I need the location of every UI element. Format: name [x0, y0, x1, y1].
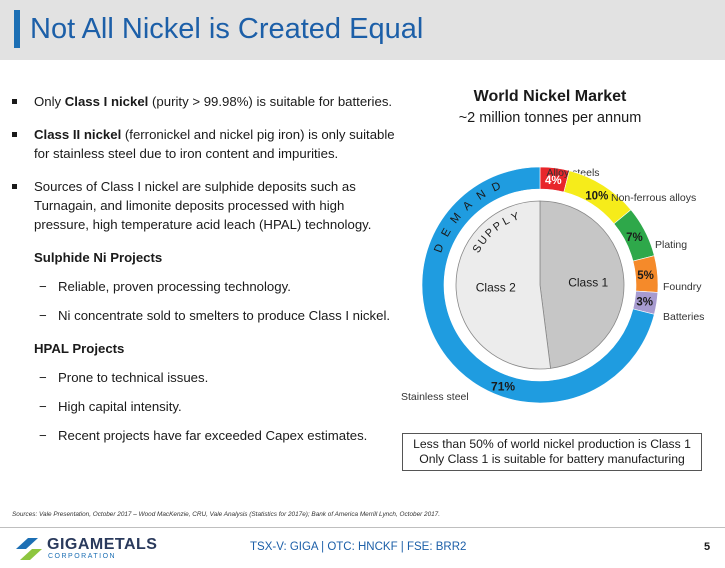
header-bar: Not All Nickel is Created Equal [0, 0, 725, 60]
page-number: 5 [704, 541, 711, 553]
bullet-bold: Class II nickel [34, 127, 122, 142]
supply-slice [539, 200, 625, 369]
bullet-text: Only [34, 94, 65, 109]
demand-data-label: 5% [637, 270, 654, 282]
callout-line: Only Class 1 is suitable for battery man… [419, 452, 685, 466]
chart-subtitle: ~2 million tonnes per annum [458, 110, 642, 126]
bullet-text: Sources of Class I nickel are sulphide d… [34, 179, 372, 232]
list-item: − Ni concentrate sold to smelters to prod… [39, 308, 391, 323]
demand-data-label: 71% [491, 379, 515, 393]
demand-data-label: 10% [585, 191, 608, 203]
demand-data-label: 7% [626, 232, 643, 244]
logo-text: GIGAMETALS [47, 536, 158, 553]
footer-divider [0, 527, 725, 528]
hpal-heading: HPAL Projects [34, 341, 125, 356]
bullet-bold: Class I nickel [64, 94, 149, 109]
bullet-square-icon [12, 184, 17, 189]
dash-icon: − [39, 428, 47, 443]
bullet-text: (ferronickel and nickel pig iron) is onl… [34, 127, 395, 161]
demand-data-label: 4% [545, 175, 562, 187]
demand-category-label: Plating [655, 239, 687, 251]
supply-pie-letter: Y [510, 210, 522, 224]
sources-note: Sources: Vale Presentation, October 2017… [12, 511, 441, 518]
list-item: − Prone to technical issues. [39, 370, 209, 385]
header-accent [14, 10, 20, 48]
ticker-symbols: TSX-V: GIGA | OTC: HNCKF | FSE: BRR2 [250, 541, 467, 553]
dash-icon: − [39, 399, 47, 414]
sulphide-heading: Sulphide Ni Projects [34, 250, 163, 265]
demand-category-label: Batteries [663, 311, 704, 323]
list-item: − Reliable, proven processing technology. [39, 279, 291, 294]
bullet-square-icon [12, 132, 17, 137]
demand-category-label: Stainless steel [401, 391, 469, 403]
supply-slice [455, 200, 551, 370]
bullet-square-icon [12, 99, 17, 104]
bullet-text: (purity > 99.98%) is suitable for batter… [148, 94, 393, 109]
bullet-item: Class II nickel (ferronickel and nickel … [12, 125, 402, 163]
chart-title-block: World Nickel Market ~2 million tonnes pe… [415, 88, 685, 126]
logo-subtext: CORPORATION [48, 553, 117, 560]
demand-category-label: Foundry [663, 281, 702, 293]
demand-ring-letter: D [432, 242, 446, 254]
demand-category-label: Non-ferrous alloys [611, 192, 696, 204]
demand-data-label: 3% [636, 297, 653, 309]
chart-title: World Nickel Market [473, 88, 627, 105]
list-item: − Recent projects have far exceeded Capex… [39, 428, 368, 443]
supply-class-label: Class 2 [476, 281, 516, 295]
callout-line: Less than 50% of world nickel production… [413, 437, 691, 451]
company-logo: GIGAMETALS CORPORATION [14, 534, 164, 564]
list-item: − High capital intensity. [39, 399, 182, 414]
dash-icon: − [39, 370, 47, 385]
dash-icon: − [39, 279, 47, 294]
bullet-item: Only Class I nickel (purity > 99.98%) is… [12, 92, 402, 111]
dash-icon: − [39, 308, 47, 323]
bullet-list: Only Class I nickel (purity > 99.98%) is… [12, 92, 402, 455]
bullet-item: Sources of Class I nickel are sulphide d… [12, 177, 402, 234]
supply-class-label: Class 1 [568, 275, 608, 289]
supply-pie-letter: L [501, 215, 512, 228]
callout-box: Less than 50% of world nickel production… [402, 433, 702, 471]
logo-mark-icon [16, 538, 42, 560]
page-title: Not All Nickel is Created Equal [30, 13, 424, 45]
